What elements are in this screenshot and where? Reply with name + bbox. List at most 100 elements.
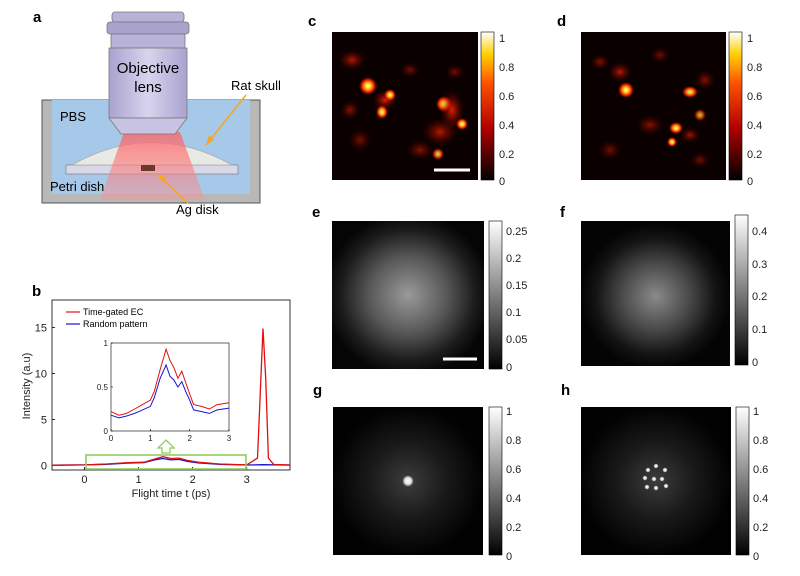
colorbar-c-ticks: 1 0.8 0.6 0.4 0.2 0 bbox=[499, 33, 514, 188]
x-axis-label: Flight time t (ps) bbox=[132, 488, 211, 500]
heatmap-feature bbox=[359, 77, 377, 95]
cbar-c-tick: 1 bbox=[499, 33, 505, 45]
objective-ring bbox=[106, 21, 190, 35]
cbar-c-tick: 0.2 bbox=[499, 149, 514, 161]
heatmap-feature bbox=[682, 86, 698, 98]
colorbar-h-ticks: 1 0.8 0.6 0.4 0.2 0 bbox=[753, 406, 768, 563]
cbar-e-tick: 0.05 bbox=[506, 334, 527, 346]
heatmap-feature bbox=[456, 118, 468, 130]
cbar-e-tick: 0.1 bbox=[506, 307, 521, 319]
panel-label-h: h bbox=[561, 382, 570, 399]
inset-y-tick-label: 0.5 bbox=[97, 383, 109, 392]
cbar-h-tick: 0.2 bbox=[753, 522, 768, 534]
y-tick-label: 0 bbox=[41, 460, 47, 472]
heatmap-feature bbox=[695, 70, 715, 90]
cbar-d-tick: 0.8 bbox=[747, 62, 762, 74]
cbar-d-tick: 0.4 bbox=[747, 120, 762, 132]
x-tick-label: 1 bbox=[135, 474, 141, 486]
cbar-f-tick: 0.2 bbox=[752, 291, 767, 303]
cbar-f-tick: 0.4 bbox=[752, 226, 767, 238]
panel-label-e: e bbox=[312, 204, 320, 221]
heatmap-feature bbox=[338, 50, 366, 70]
cbar-g-tick: 0.6 bbox=[506, 464, 521, 476]
chart-b-series bbox=[51, 328, 291, 466]
x-tick-label: 3 bbox=[244, 474, 250, 486]
heatmap-feature bbox=[667, 137, 677, 147]
objective-top-ring bbox=[111, 11, 185, 23]
series-line-time-gated-ec bbox=[51, 328, 291, 466]
heatmap-feature bbox=[598, 140, 622, 160]
inset-frame bbox=[110, 342, 230, 432]
focus-spot bbox=[659, 476, 665, 482]
cbar-h-tick: 0.8 bbox=[753, 435, 768, 447]
inset-series-line-time-gated-ec bbox=[110, 347, 230, 416]
focus-spot bbox=[663, 483, 669, 489]
focus-spots-array bbox=[642, 463, 669, 491]
rat-skull-label: Rat skull bbox=[231, 78, 281, 93]
heatmap-feature bbox=[348, 128, 372, 152]
panel-label-c: c bbox=[308, 13, 316, 30]
cbar-g-tick: 0.2 bbox=[506, 522, 521, 534]
disk-arrow-head bbox=[158, 175, 167, 182]
heatmap-feature bbox=[590, 54, 610, 70]
cbar-h-tick: 0.4 bbox=[753, 493, 768, 505]
inset-x-tick-label: 1 bbox=[148, 434, 153, 443]
cbar-f-tick: 0 bbox=[752, 357, 758, 369]
focus-spot bbox=[662, 467, 668, 473]
heatmap-feature bbox=[694, 109, 706, 121]
x-tick-label: 2 bbox=[190, 474, 196, 486]
cbar-g-tick: 1 bbox=[506, 406, 512, 418]
colorbar-d-ticks: 1 0.8 0.6 0.4 0.2 0 bbox=[747, 33, 762, 188]
cbar-d-tick: 1 bbox=[747, 33, 753, 45]
cbar-f-tick: 0.1 bbox=[752, 324, 767, 336]
cbar-c-tick: 0.4 bbox=[499, 120, 514, 132]
ag-disk-label: Ag disk bbox=[176, 202, 219, 217]
skull-arrow-head bbox=[206, 135, 214, 145]
inset-x-tick-label: 2 bbox=[187, 434, 192, 443]
colorbar-e bbox=[488, 220, 503, 370]
chart-legend: Time-gated EC Random pattern bbox=[66, 307, 148, 329]
cbar-g-tick: 0.8 bbox=[506, 435, 521, 447]
colorbar-f-ticks: 0.4 0.3 0.2 0.1 0 bbox=[752, 226, 767, 369]
zoom-region-box bbox=[85, 454, 247, 470]
colorbar-e-ticks: 0.25 0.2 0.15 0.1 0.05 0 bbox=[506, 226, 527, 374]
colorbar-f bbox=[734, 214, 749, 366]
panel-label-a: a bbox=[33, 9, 42, 26]
image-panel-c: 1 0.8 0.6 0.4 0.2 0 bbox=[332, 31, 514, 188]
colorbar-g-ticks: 1 0.8 0.6 0.4 0.2 0 bbox=[506, 406, 521, 563]
panel-label-d: d bbox=[557, 13, 566, 30]
inset-series bbox=[110, 347, 230, 419]
heatmap-feature bbox=[422, 118, 458, 146]
colorbar-d bbox=[728, 31, 743, 181]
heatmap-feature bbox=[400, 62, 420, 78]
inset-x-tick-label: 0 bbox=[109, 434, 114, 443]
heatmap-feature bbox=[376, 105, 388, 119]
cbar-d-tick: 0 bbox=[747, 176, 753, 188]
objective-label-line2: lens bbox=[134, 79, 162, 96]
cbar-h-tick: 1 bbox=[753, 406, 759, 418]
skull-arrow bbox=[205, 94, 247, 146]
heatmap-feature bbox=[680, 127, 700, 143]
cbar-d-tick: 0.6 bbox=[747, 91, 762, 103]
cbar-e-tick: 0.2 bbox=[506, 253, 521, 265]
panel-label-f: f bbox=[560, 204, 566, 221]
cbar-c-tick: 0.6 bbox=[499, 91, 514, 103]
heatmap-d-features bbox=[590, 47, 715, 168]
cbar-c-tick: 0 bbox=[499, 176, 505, 188]
colorbar-g bbox=[488, 406, 503, 556]
petri-dish-label: Petri dish bbox=[50, 179, 104, 194]
heatmap-feature bbox=[384, 89, 396, 101]
heatmap-feature bbox=[650, 47, 670, 63]
objective-tip bbox=[108, 117, 188, 135]
cbar-g-tick: 0 bbox=[506, 551, 512, 563]
cbar-g-tick: 0.4 bbox=[506, 493, 521, 505]
panel-label-b: b bbox=[32, 283, 41, 300]
focus-spot bbox=[653, 485, 659, 491]
pbs-label: PBS bbox=[60, 109, 86, 124]
y-tick-label: 5 bbox=[41, 414, 47, 426]
heatmap-feature bbox=[636, 115, 664, 135]
cbar-e-tick: 0.15 bbox=[506, 280, 527, 292]
heatmap-feature bbox=[690, 152, 710, 168]
